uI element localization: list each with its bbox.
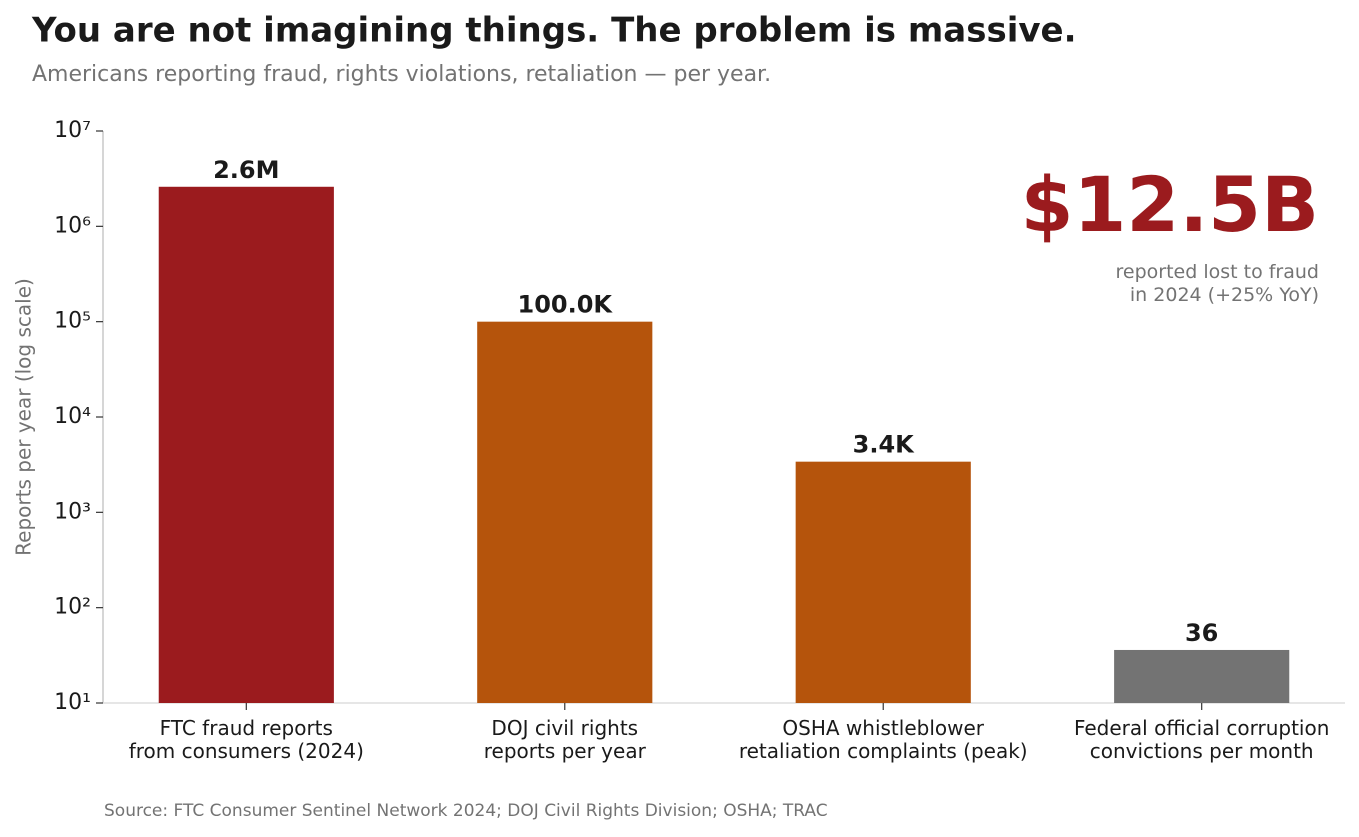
y-tick-label: 10⁵: [54, 309, 91, 334]
value-label: 36: [1185, 619, 1218, 647]
y-tick-label: 10¹: [54, 690, 91, 715]
value-label: 2.6M: [213, 156, 279, 184]
chart-subtitle: Americans reporting fraud, rights violat…: [32, 62, 771, 87]
y-tick-label: 10⁴: [54, 404, 91, 429]
bar: [795, 461, 971, 703]
annotation-headline: $12.5B: [1020, 160, 1319, 249]
y-tick-label: 10³: [54, 499, 91, 524]
x-tick-label: OSHA whistleblower retaliation complaint…: [738, 716, 1028, 763]
y-tick-label: 10⁶: [54, 213, 91, 238]
value-label: 100.0K: [518, 291, 614, 319]
y-axis-label: Reports per year (log scale): [12, 278, 36, 556]
annotation-text: reported lost to fraud in 2024 (+25% YoY…: [1115, 261, 1319, 306]
bar: [1114, 649, 1290, 703]
source-note: Source: FTC Consumer Sentinel Network 20…: [104, 801, 828, 821]
x-tick-label: Federal official corruption convictions …: [1073, 716, 1330, 763]
value-label: 3.4K: [853, 431, 916, 459]
bar: [158, 186, 334, 704]
y-tick-label: 10²: [54, 595, 91, 620]
y-tick-label: 10⁷: [54, 118, 91, 143]
bar: [477, 321, 653, 703]
x-tick-label: FTC fraud reports from consumers (2024): [128, 716, 364, 763]
chart-title: You are not imagining things. The proble…: [31, 11, 1077, 51]
x-tick-label: DOJ civil rights reports per year: [483, 716, 646, 763]
